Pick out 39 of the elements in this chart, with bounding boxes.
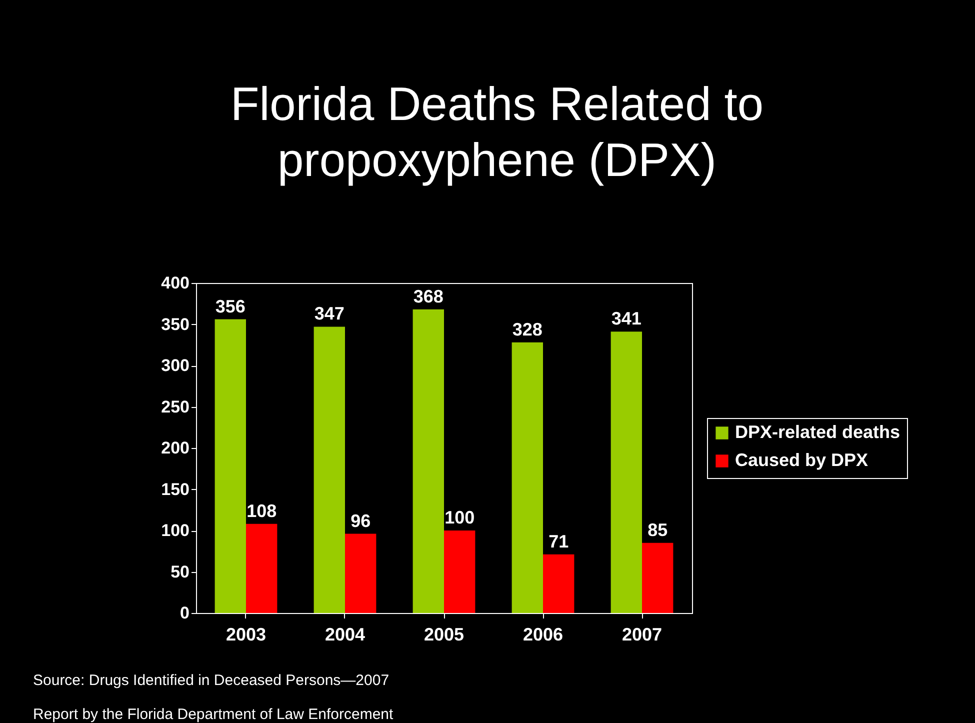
bar [314, 326, 345, 613]
y-tick-label: 50 [170, 562, 190, 582]
data-label: 71 [548, 531, 569, 552]
data-label: 85 [648, 520, 668, 540]
bar [642, 542, 674, 613]
bar [412, 309, 444, 613]
text: Report by the Florida Department of Law Enforcement [33, 706, 394, 723]
x-tick-label: 2004 [324, 624, 366, 644]
legend-label: Caused by DPX [735, 450, 868, 470]
data-label: 347 [314, 304, 344, 324]
y-tick-label: 200 [161, 438, 190, 458]
data-label: 368 [413, 286, 444, 306]
y-tick-label: 150 [161, 480, 190, 499]
y-tick-label: 300 [161, 356, 190, 375]
bar [345, 534, 376, 613]
data-label: 96 [350, 510, 371, 531]
x-tick-label: 2005 [424, 624, 464, 644]
y-tick-label: 100 [161, 521, 190, 540]
data-label: 328 [512, 319, 542, 340]
bar [246, 524, 278, 613]
chart-title: Florida Deaths Related to propoxyphene (DPX) [230, 76, 764, 188]
y-tick-label: 0 [180, 604, 190, 622]
y-tick-label: 400 [161, 274, 190, 292]
x-tick-label: 2003 [226, 624, 266, 644]
data-label: 108 [246, 500, 277, 521]
y-tick-label: 250 [161, 397, 190, 416]
data-label: 341 [611, 308, 642, 329]
data-label: 100 [444, 508, 475, 528]
bar [610, 332, 642, 613]
bar [214, 319, 246, 613]
bar [444, 530, 476, 613]
bar [543, 554, 574, 613]
bar [512, 342, 543, 613]
x-tick-label: 2006 [522, 624, 564, 644]
y-tick-label: 350 [161, 314, 190, 334]
x-tick-label: 2007 [622, 624, 662, 644]
source-note: Source: Drugs Identified in Deceased Persons—2007 [33, 672, 390, 689]
legend-label: DPX-related deaths [735, 422, 900, 442]
data-label: 356 [215, 296, 246, 316]
